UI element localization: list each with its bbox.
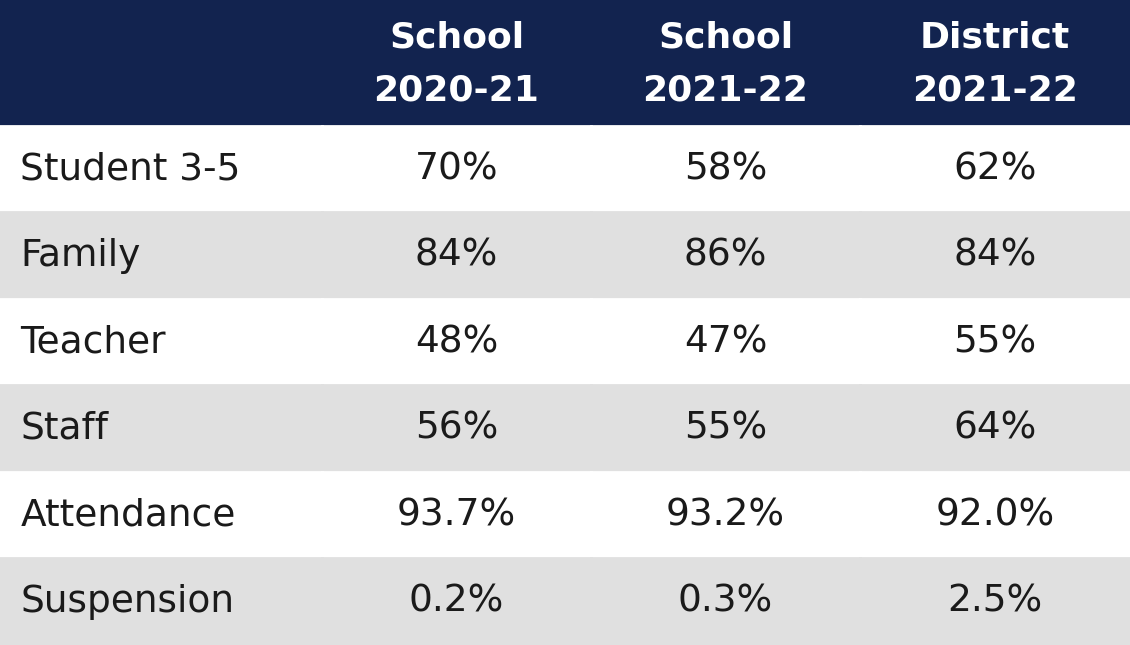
- Text: 58%: 58%: [684, 151, 767, 187]
- Text: 64%: 64%: [954, 411, 1036, 447]
- Bar: [0, 299, 322, 386]
- Text: 48%: 48%: [415, 324, 498, 360]
- Text: 55%: 55%: [684, 411, 767, 447]
- Bar: [860, 472, 1130, 559]
- Bar: [322, 386, 591, 472]
- Text: Attendance: Attendance: [20, 497, 236, 533]
- Text: Student 3-5: Student 3-5: [20, 151, 241, 187]
- Text: 56%: 56%: [415, 411, 498, 447]
- Bar: [591, 0, 860, 126]
- Text: 86%: 86%: [684, 237, 767, 273]
- Text: 93.2%: 93.2%: [666, 497, 785, 533]
- Bar: [0, 212, 322, 299]
- Bar: [322, 559, 591, 645]
- Bar: [860, 0, 1130, 126]
- Text: 92.0%: 92.0%: [936, 497, 1054, 533]
- Text: Teacher: Teacher: [20, 324, 166, 360]
- Bar: [322, 472, 591, 559]
- Bar: [322, 0, 591, 126]
- Bar: [860, 126, 1130, 212]
- Text: 2020-21: 2020-21: [374, 74, 539, 108]
- Bar: [322, 126, 591, 212]
- Bar: [0, 386, 322, 472]
- Text: 2.5%: 2.5%: [947, 584, 1043, 620]
- Text: District: District: [920, 21, 1070, 55]
- Bar: [591, 212, 860, 299]
- Text: School: School: [658, 21, 793, 55]
- Text: Suspension: Suspension: [20, 584, 234, 620]
- Text: Family: Family: [20, 237, 141, 273]
- Text: 93.7%: 93.7%: [397, 497, 516, 533]
- Text: 55%: 55%: [954, 324, 1036, 360]
- Text: 70%: 70%: [415, 151, 498, 187]
- Bar: [591, 126, 860, 212]
- Bar: [860, 559, 1130, 645]
- Bar: [860, 299, 1130, 386]
- Text: 2021-22: 2021-22: [912, 74, 1078, 108]
- Bar: [0, 559, 322, 645]
- Text: 0.3%: 0.3%: [678, 584, 773, 620]
- Bar: [0, 0, 322, 126]
- Bar: [591, 559, 860, 645]
- Bar: [322, 212, 591, 299]
- Bar: [591, 472, 860, 559]
- Bar: [860, 212, 1130, 299]
- Bar: [860, 386, 1130, 472]
- Bar: [591, 386, 860, 472]
- Bar: [591, 299, 860, 386]
- Text: 2021-22: 2021-22: [643, 74, 808, 108]
- Text: 62%: 62%: [954, 151, 1036, 187]
- Text: Staff: Staff: [20, 411, 108, 447]
- Bar: [0, 126, 322, 212]
- Text: 84%: 84%: [415, 237, 498, 273]
- Text: School: School: [389, 21, 524, 55]
- Bar: [322, 299, 591, 386]
- Text: 84%: 84%: [954, 237, 1036, 273]
- Text: 0.2%: 0.2%: [409, 584, 504, 620]
- Text: 47%: 47%: [684, 324, 767, 360]
- Bar: [0, 472, 322, 559]
